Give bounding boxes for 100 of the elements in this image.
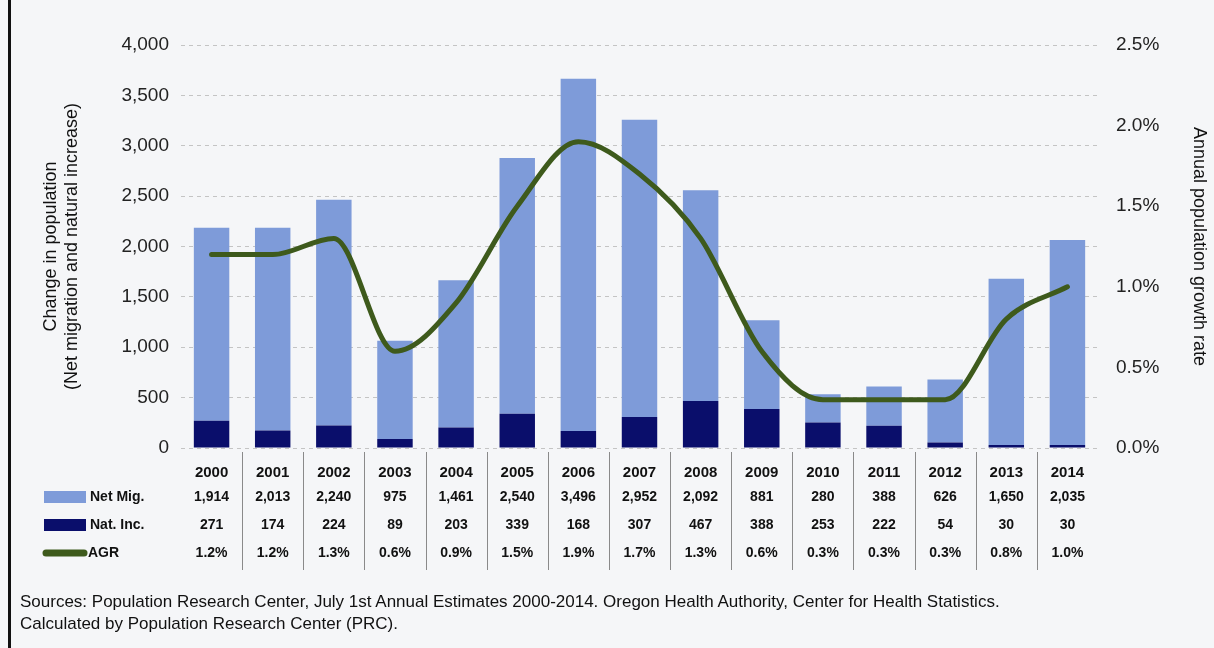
x-tick-label: 2002 [317,463,351,481]
bar [927,379,963,443]
bar [499,157,535,414]
bar [866,425,902,448]
data-label: 54 [937,515,954,532]
y2-tick-label: 0.5% [1116,355,1160,377]
x-tick-label: 2011 [867,463,901,481]
data-label: 0.3% [929,543,962,560]
legend-label: AGR [88,543,120,560]
legend-label: Net Mig. [90,487,145,504]
data-label: 1.2% [256,543,290,560]
x-tick-label: 2009 [745,463,779,481]
data-label: 2,952 [621,487,658,504]
data-label: 2,013 [255,487,291,504]
bar [805,422,841,448]
x-tick-label: 2000 [194,463,229,481]
y-tick-label: 1,500 [121,285,169,307]
legend-label: Nat. Inc. [90,515,145,532]
data-label: 30 [1059,515,1076,532]
bar [438,427,474,448]
data-label: 2,540 [499,487,535,504]
bar [682,400,719,448]
y-tick-label: 3,500 [121,83,169,105]
x-tick-label: 2005 [500,463,534,481]
bar [560,431,597,448]
data-label: 467 [688,515,713,532]
data-label: 339 [505,515,530,532]
y2-tick-label: 0.0% [1116,436,1160,458]
data-label: 1.3% [684,543,718,560]
data-label: 2,240 [316,487,352,504]
data-label: 1,914 [194,487,230,504]
data-label: 89 [387,515,403,532]
x-tick-label: 2014 [1050,463,1085,481]
data-label: 0.6% [379,543,412,560]
bar [193,420,230,448]
data-label: 307 [627,515,652,532]
data-label: 2,035 [1049,487,1086,504]
data-label: 881 [750,487,774,504]
y-tick-label: 2,500 [121,184,169,206]
bar [988,278,1025,445]
bar [438,280,474,428]
data-label: 253 [811,515,835,532]
data-label: 0.3% [868,543,901,560]
bar [927,442,963,448]
bar [316,199,352,426]
bar [254,227,291,431]
data-label: 280 [811,487,835,504]
y2-axis-title: Annual population growth rate [1190,126,1211,367]
bar [621,417,658,448]
data-label: 975 [383,487,407,504]
bar [316,425,352,448]
bar [988,444,1025,448]
y2-tick-label: 2.5% [1116,33,1160,55]
data-label: 1.0% [1051,543,1084,560]
y2-tick-label: 2.0% [1116,113,1160,135]
data-label: 30 [998,515,1015,532]
y-axis-title: Change in population (Net migration and natural increase) [39,102,82,391]
bar [1049,444,1086,448]
x-tick-label: 2008 [683,463,718,481]
y-tick-label: 4,000 [121,33,169,55]
data-label: 1.9% [562,543,595,560]
y2-tick-label: 1.5% [1116,194,1160,216]
bar [682,190,719,401]
bar [621,119,658,418]
bar [193,227,230,421]
bar [377,439,413,448]
data-label: 1,461 [438,487,474,504]
bar [744,408,780,448]
x-tick-label: 2004 [439,463,474,481]
y-tick-label: 3,000 [121,133,169,155]
data-label: 174 [261,515,285,532]
data-label: 1.7% [623,543,656,560]
data-label: 222 [872,515,896,532]
bar [560,78,597,432]
y-tick-label: 2,000 [121,234,169,256]
source-note: Sources: Population Research Center, July 1st Annual Estimates 2000-2014. Oregon Health Authority, Center for Health Statistics. Calculated by Population Research Center (PRC). [20,591,1001,635]
data-label: 1.5% [501,543,534,560]
x-tick-label: 2010 [806,463,840,481]
bar [1049,239,1086,445]
y2-tick-label: 1.0% [1116,275,1160,297]
y-tick-label: 500 [137,385,169,407]
x-tick-label: 2006 [561,463,596,481]
data-label: 3,496 [560,487,597,504]
data-label: 626 [933,487,958,504]
data-label: 0.8% [990,543,1023,560]
y-tick-label: 0 [158,436,169,458]
y-tick-label: 1,000 [121,335,169,357]
data-label: 224 [322,515,346,532]
x-tick-label: 2007 [622,463,657,481]
data-label: 271 [199,515,224,532]
data-label: 168 [566,515,591,532]
data-label: 388 [750,515,774,532]
data-label: 203 [444,515,468,532]
data-label: 0.3% [806,543,840,560]
x-tick-label: 2013 [989,463,1023,481]
data-label: 1,650 [988,487,1025,504]
x-tick-label: 2012 [928,463,962,481]
bar [377,340,413,440]
data-label: 0.6% [745,543,779,560]
data-label: 1.3% [317,543,351,560]
